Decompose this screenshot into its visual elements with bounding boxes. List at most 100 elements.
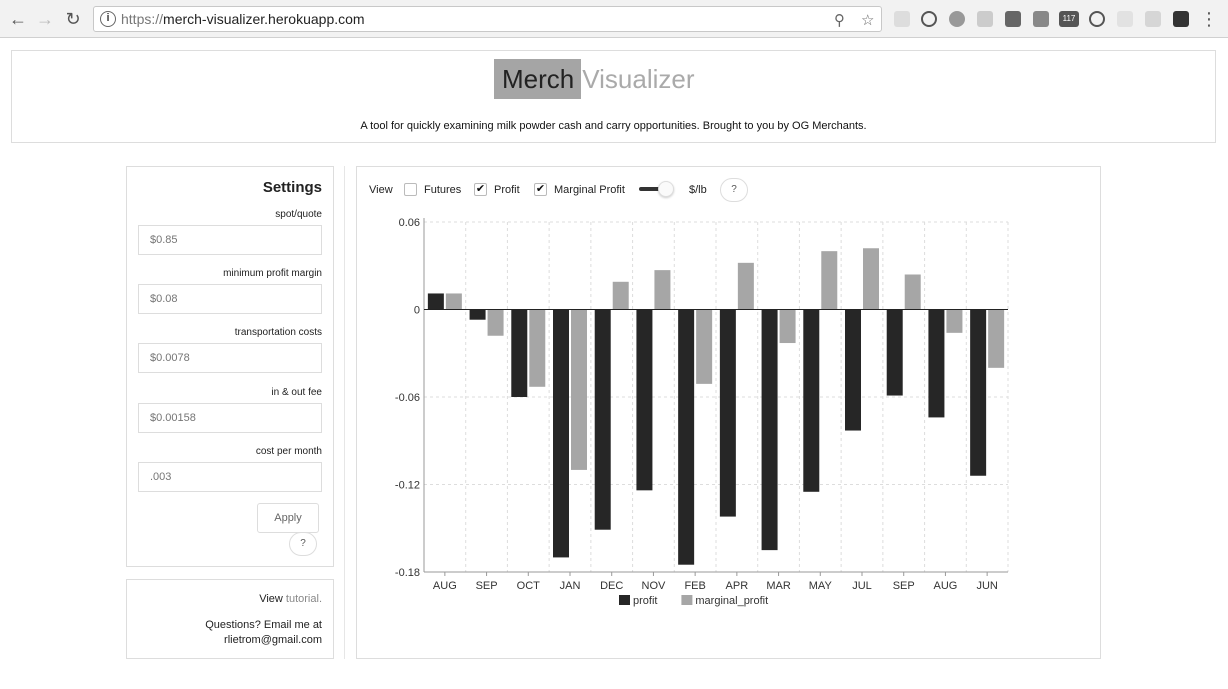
x-tick-label: MAY: [809, 580, 833, 592]
legend-swatch-profit: [619, 595, 630, 605]
marginal-profit-checkbox[interactable]: ✔: [534, 183, 547, 196]
extension-horse-icon[interactable]: [1173, 11, 1189, 27]
bar-profit: [970, 309, 987, 476]
questions-text: Questions? Email me at: [205, 619, 322, 631]
logo-merch: Merch: [494, 59, 582, 99]
toggle-knob[interactable]: [658, 181, 674, 197]
y-tick-label: 0.06: [399, 217, 420, 229]
legend-label: profit: [633, 595, 657, 607]
extension-circle-icon[interactable]: [921, 11, 937, 27]
spot-quote-input[interactable]: [138, 225, 322, 255]
profit-checkbox[interactable]: ✔: [474, 183, 487, 196]
forward-icon[interactable]: →: [36, 9, 54, 29]
x-tick-label: MAR: [766, 580, 791, 592]
in-out-fee-input[interactable]: [138, 403, 322, 433]
bar-profit: [886, 309, 903, 396]
x-tick-label: APR: [726, 580, 749, 592]
y-tick-label: 0: [414, 305, 420, 317]
tutorial-line: View tutorial.: [138, 592, 322, 607]
logo-visualizer: Visualizer: [582, 64, 695, 94]
browser-menu-icon[interactable]: ⋮: [1200, 9, 1218, 29]
extension-shield-icon[interactable]: [894, 11, 910, 27]
bar-profit: [719, 309, 736, 517]
chart-panel: View Futures ✔ Profit ✔ Marginal Profit …: [356, 166, 1101, 659]
logo: Merch Visualizer: [494, 59, 695, 99]
extension-image-icon[interactable]: [1033, 11, 1049, 27]
x-tick-label: JAN: [560, 580, 581, 592]
min-profit-margin-input[interactable]: [138, 284, 322, 314]
futures-checkbox[interactable]: [404, 183, 417, 196]
bar-marginal-profit: [737, 262, 754, 310]
extension-calendar-icon[interactable]: 117: [1059, 11, 1079, 27]
min-profit-margin-label: minimum profit margin: [223, 268, 322, 279]
bar-profit: [678, 309, 695, 565]
bookmark-star-icon[interactable]: ☆: [861, 12, 875, 29]
marginal-profit-label: Marginal Profit: [554, 184, 625, 196]
extension-bars-icon[interactable]: [977, 11, 993, 27]
bar-profit: [553, 309, 569, 558]
tutorial-prefix: View: [259, 593, 286, 605]
panel-divider: [344, 166, 345, 659]
bar-marginal-profit: [487, 309, 504, 336]
legend-label: marginal_profit: [695, 595, 768, 607]
extension-hourglass-icon[interactable]: [1145, 11, 1161, 27]
bar-marginal-profit: [612, 281, 629, 310]
address-bar[interactable]: i https://merch-visualizer.herokuapp.com…: [93, 6, 882, 32]
bar-profit: [511, 309, 528, 397]
bar-profit: [594, 309, 611, 530]
cost-per-month-label: cost per month: [255, 446, 322, 457]
apply-button[interactable]: Apply: [257, 503, 319, 533]
info-icon[interactable]: i: [100, 11, 116, 27]
bar-marginal-profit: [529, 309, 546, 387]
extension-doc-icon[interactable]: [1117, 11, 1133, 27]
x-tick-label: DEC: [600, 580, 623, 592]
spot-quote-label: spot/quote: [275, 209, 322, 220]
back-icon[interactable]: ←: [9, 9, 27, 29]
profit-label: Profit: [494, 184, 520, 196]
y-tick-label: -0.18: [395, 567, 420, 579]
url-host: merch-visualizer.herokuapp.com: [163, 11, 365, 27]
reload-icon[interactable]: ↻: [65, 9, 81, 29]
extension-bird-icon[interactable]: [1005, 11, 1021, 27]
url-prefix: https://: [121, 11, 164, 27]
x-tick-label: AUG: [433, 580, 457, 592]
x-tick-label: JUN: [976, 580, 997, 592]
bar-marginal-profit: [696, 309, 713, 384]
bar-profit: [761, 309, 778, 551]
x-tick-label: SEP: [893, 580, 915, 592]
bar-marginal-profit: [571, 309, 587, 470]
extension-badge: 117: [1062, 14, 1076, 23]
contact-email: rlietrom@gmail.com: [224, 634, 322, 646]
x-tick-label: OCT: [517, 580, 541, 592]
bar-marginal-profit: [654, 270, 671, 310]
bar-chart: 0.06 0 -0.06 -0.12 -0.18 AUG SEP OCT JAN DEC NOV FE…: [395, 217, 1009, 607]
settings-title: Settings: [262, 179, 322, 196]
cost-per-month-input[interactable]: [138, 462, 322, 492]
x-tick-label: JUL: [852, 580, 872, 592]
futures-label: Futures: [424, 184, 462, 196]
y-tick-label: -0.06: [395, 392, 420, 404]
transportation-costs-label: transportation costs: [234, 327, 322, 338]
bar-marginal-profit: [779, 309, 796, 344]
chart-help-button[interactable]: ?: [720, 178, 748, 202]
extension-info-icon[interactable]: [1089, 11, 1105, 27]
bar-marginal-profit: [904, 274, 921, 310]
x-tick-label: NOV: [642, 580, 667, 592]
x-tick-label: AUG: [934, 580, 958, 592]
in-out-fee-label: in & out fee: [271, 387, 322, 398]
transportation-costs-input[interactable]: [138, 343, 322, 373]
tagline: A tool for quickly examining milk powder…: [360, 120, 867, 132]
help-panel: View tutorial. Questions? Email me at rl…: [126, 579, 334, 659]
bar-marginal-profit: [863, 248, 879, 310]
legend-swatch-marginal-profit: [681, 595, 693, 605]
bar-profit: [469, 309, 486, 320]
zoom-icon[interactable]: ⚲: [834, 12, 845, 29]
y-tick-label: -0.12: [395, 480, 420, 492]
bar-profit: [845, 309, 861, 431]
app-header: Merch Visualizer A tool for quickly exami…: [11, 50, 1216, 143]
view-label: View: [369, 184, 393, 196]
settings-help-button[interactable]: ?: [289, 532, 317, 556]
extension-grammar-icon[interactable]: [949, 11, 965, 27]
toggle-track: [639, 187, 665, 191]
tutorial-link[interactable]: tutorial.: [285, 593, 322, 605]
